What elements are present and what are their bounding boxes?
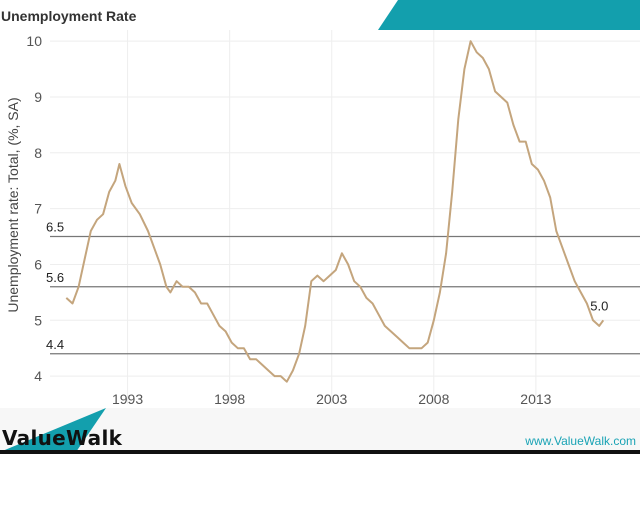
y-tick-label: 5 [34, 312, 42, 328]
banner-shape [378, 0, 640, 30]
y-tick-label: 6 [34, 256, 42, 272]
reference-line-label: 5.6 [46, 270, 64, 285]
series-layer [65, 40, 605, 383]
grid [50, 30, 640, 404]
x-tick-label: 2008 [418, 391, 449, 407]
end-value-label: 5.0 [590, 298, 608, 313]
brand-logo-text: ValueWalk [2, 426, 123, 450]
footer-url: www.ValueWalk.com [525, 434, 636, 448]
y-tick-label: 7 [34, 201, 42, 217]
x-tick-label: 1998 [214, 391, 245, 407]
y-tick-label: 4 [34, 368, 42, 384]
line-chart: 6.5 5.6 4.4 4 5 6 7 8 9 10 1993 1998 2003 2008 2013 U… [5, 30, 640, 407]
y-tick-label: 10 [26, 33, 42, 49]
footer-band [0, 408, 640, 454]
y-tick-label: 9 [34, 89, 42, 105]
x-tick-label: 1993 [112, 391, 143, 407]
footer-background [0, 408, 640, 452]
reference-lines: 6.5 5.6 4.4 [46, 220, 640, 355]
y-tick-label: 8 [34, 145, 42, 161]
y-axis-title: Unemployment rate: Total, (%, SA) [5, 97, 21, 312]
footer-accent-shape [0, 408, 106, 452]
reference-line-label: 4.4 [46, 337, 64, 352]
axes: 4 5 6 7 8 9 10 1993 1998 2003 2008 2013 [26, 33, 551, 407]
footer-rule [0, 450, 640, 454]
header-banner [378, 0, 640, 30]
reference-line-label: 6.5 [46, 220, 64, 235]
plot-background [50, 30, 640, 406]
series-line [65, 40, 605, 383]
page-title: Unemployment Rate [1, 8, 137, 24]
x-tick-label: 2003 [316, 391, 347, 407]
x-tick-label: 2013 [520, 391, 551, 407]
